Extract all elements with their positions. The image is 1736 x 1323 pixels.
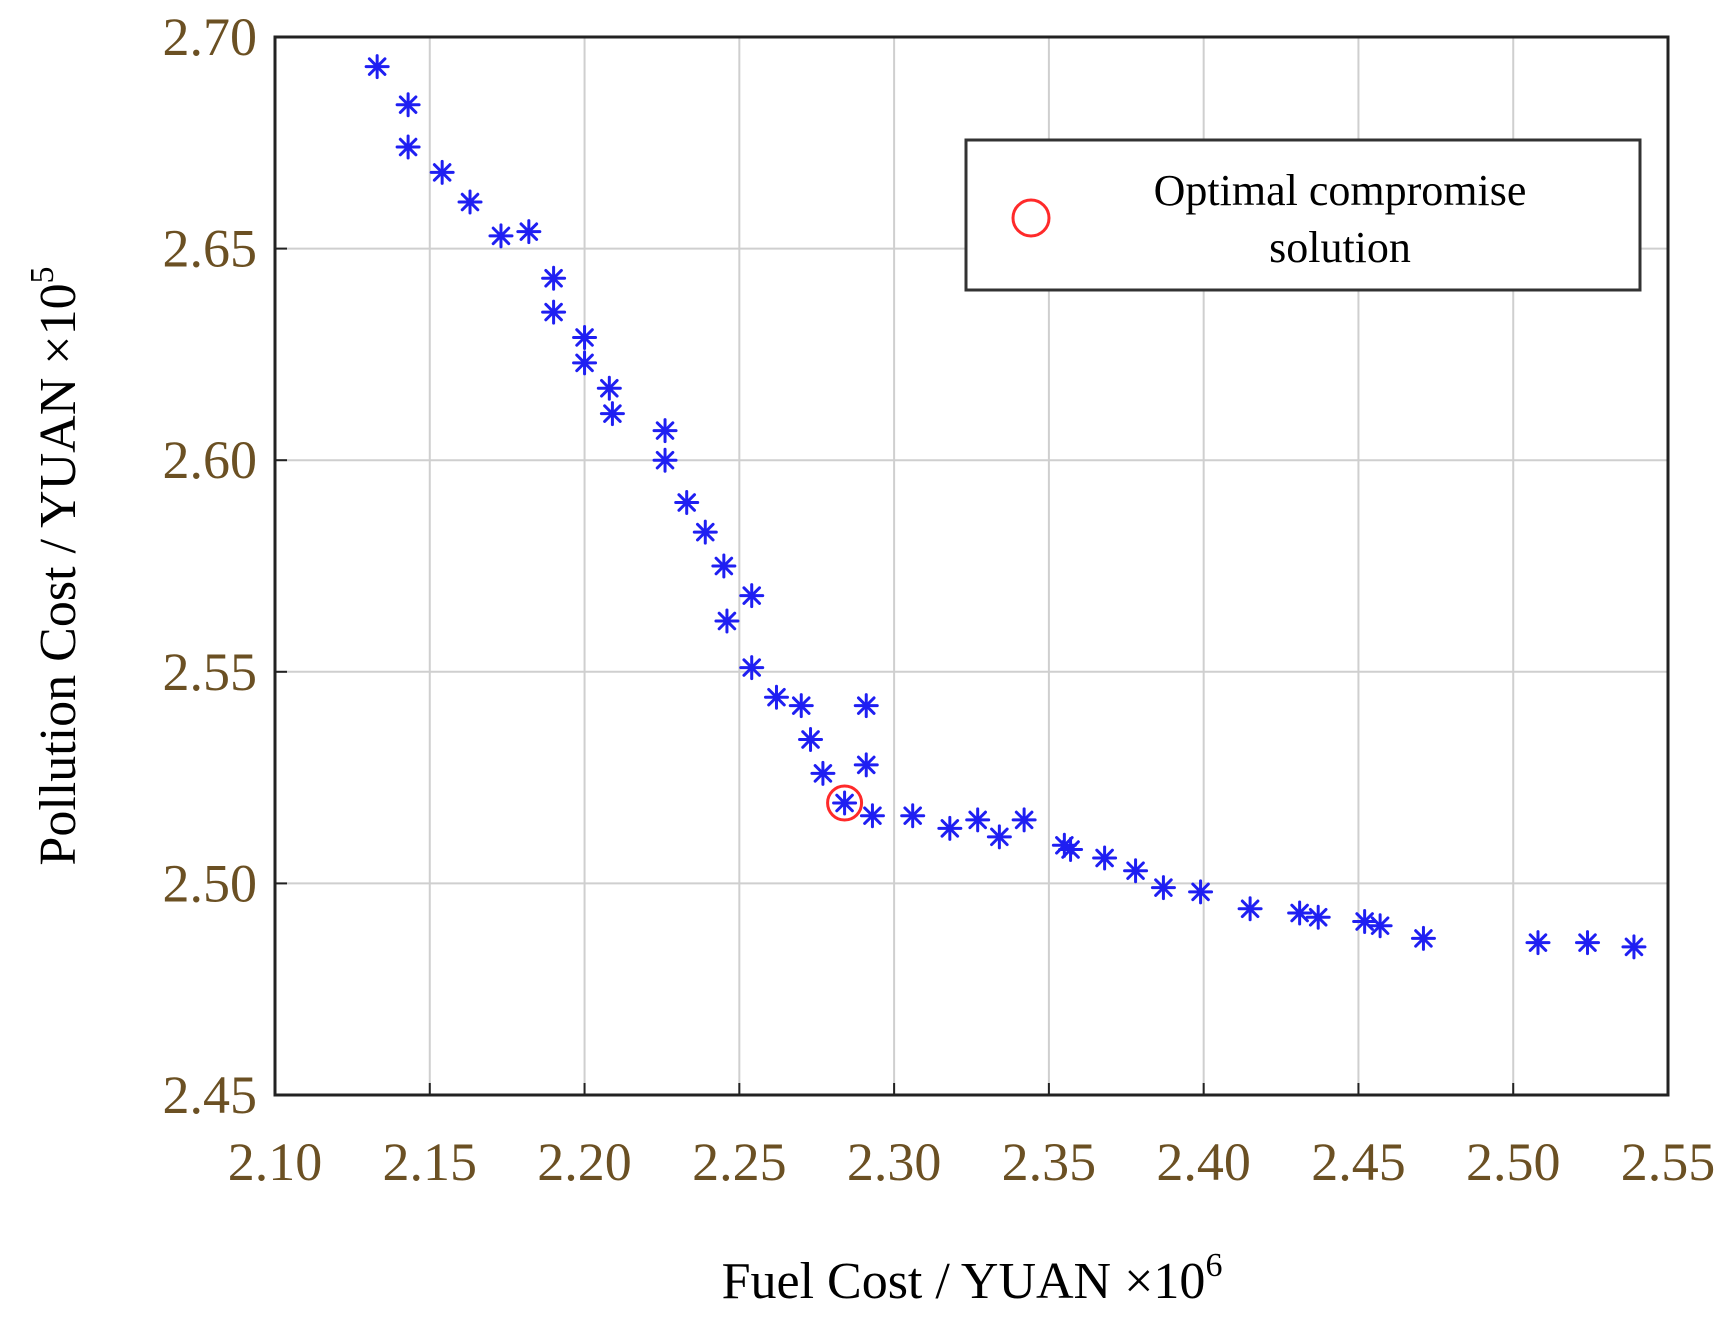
data-point-asterisk [1188,879,1214,905]
data-point-asterisk [652,418,678,444]
data-point-asterisk [364,54,390,80]
data-point-asterisk [1305,904,1331,930]
y-tick-label: 2.45 [163,1065,258,1125]
x-tick-label: 2.50 [1466,1132,1561,1192]
legend-label-line-1: Optimal compromise [1154,166,1527,215]
x-axis-title-text: Fuel Cost / YUAN ×10 [722,1253,1206,1310]
data-point-asterisk [1621,934,1647,960]
data-point-asterisk [541,265,567,291]
x-tick-label: 2.45 [1311,1132,1406,1192]
y-tick-label: 2.50 [163,853,258,913]
x-axis-title-exponent: 6 [1205,1247,1222,1284]
data-point-asterisk [1575,930,1601,956]
data-point-asterisk [572,324,598,350]
data-point-asterisk [1058,837,1084,863]
y-tick-label: 2.65 [163,219,258,279]
x-tick-label: 2.30 [847,1132,942,1192]
data-point-asterisk [516,219,542,245]
data-point-asterisk [1352,908,1378,934]
data-point-asterisk [488,223,514,249]
data-point-asterisk [810,760,836,786]
data-point-asterisk [937,815,963,841]
data-point-asterisk [395,92,421,118]
data-point-asterisk [674,490,700,516]
data-point-asterisk [788,693,814,719]
data-point-asterisk [965,807,991,833]
data-point-asterisk [572,350,598,376]
legend-circle-marker [1011,198,1051,238]
data-point-asterisk [1367,913,1393,939]
optimal-compromise-marker [826,784,864,822]
data-point-asterisk [714,608,740,634]
data-point-asterisk [429,159,455,185]
data-point-asterisk [1150,875,1176,901]
x-tick-label: 2.25 [692,1132,787,1192]
data-point-asterisk [457,189,483,215]
data-point-asterisk [692,519,718,545]
data-point-asterisk [859,803,885,829]
x-tick-label: 2.35 [1002,1132,1097,1192]
data-point-asterisk [599,401,625,427]
data-point-asterisk [1011,807,1037,833]
y-tick-labels: 2.45 2.50 2.55 2.60 2.65 2.70 [163,7,258,1125]
data-point-asterisk [541,299,567,325]
plot-frame [273,35,1670,1097]
data-point-asterisk [900,803,926,829]
data-point-asterisk [853,693,879,719]
data-point-asterisk [853,752,879,778]
data-point-asterisk [739,583,765,609]
tick-marks [274,36,1669,1096]
y-tick-label: 2.60 [163,430,258,490]
y-tick-label: 2.70 [163,7,258,67]
legend-label-line-2: solution [1269,223,1411,272]
data-point-asterisk [798,727,824,753]
data-point-asterisk [986,824,1012,850]
y-axis-title: Pollution Cost / YUAN ×105 [24,266,87,865]
data-point-asterisk [832,790,858,816]
data-point-asterisk [652,447,678,473]
data-point-asterisk [1237,896,1263,922]
data-point-asterisk [739,655,765,681]
data-point-asterisk [711,553,737,579]
x-axis-title: Fuel Cost / YUAN ×106 [722,1247,1223,1310]
y-axis-title-exponent: 5 [24,266,61,283]
data-point-asterisk [763,684,789,710]
y-axis-title-text: Pollution Cost / YUAN ×10 [30,283,87,865]
data-point-asterisk [596,375,622,401]
data-markers [364,54,1647,960]
x-tick-label: 2.20 [537,1132,632,1192]
x-tick-label: 2.15 [383,1132,478,1192]
data-point-asterisk [1092,845,1118,871]
x-tick-labels: 2.10 2.15 2.20 2.25 2.30 2.35 2.40 2.45 2.50 2.55 [228,1132,1716,1192]
legend: Optimal compromise solution [964,138,1642,292]
x-tick-label: 2.55 [1621,1132,1716,1192]
y-tick-label: 2.55 [163,642,258,702]
x-tick-label: 2.40 [1156,1132,1251,1192]
x-tick-label: 2.10 [228,1132,323,1192]
data-point-asterisk [1525,930,1551,956]
data-point-asterisk [1123,858,1149,884]
data-point-asterisk [395,134,421,160]
data-point-asterisk [1287,900,1313,926]
legend-box [964,138,1642,292]
data-point-asterisk [1410,925,1436,951]
